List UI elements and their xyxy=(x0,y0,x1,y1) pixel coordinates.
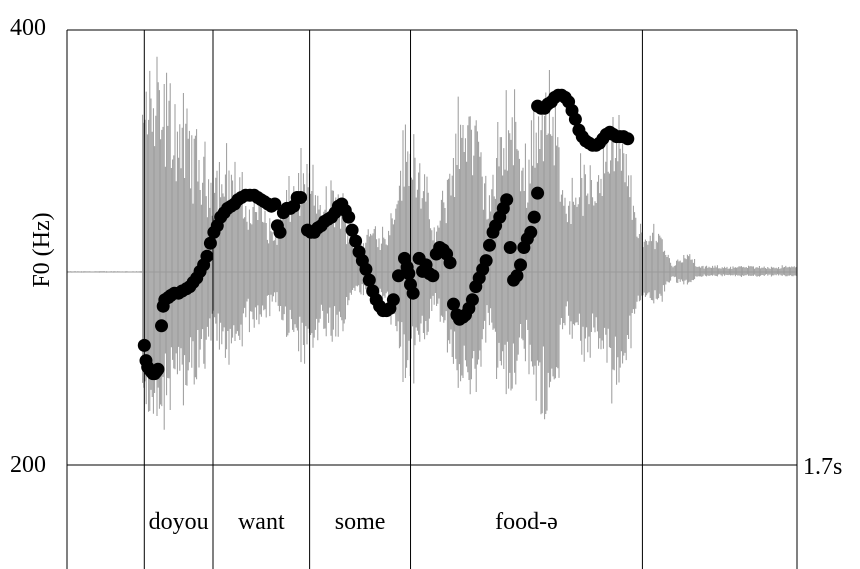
f0-point xyxy=(200,249,214,263)
f0-point xyxy=(510,269,524,283)
f0-point xyxy=(443,256,457,270)
f0-point xyxy=(621,132,635,146)
f0-point xyxy=(349,234,363,248)
y-tick-400: 400 xyxy=(10,15,46,41)
f0-point xyxy=(500,193,514,207)
y-tick-200: 200 xyxy=(10,452,46,478)
f0-point xyxy=(503,241,517,254)
word-label: food-ə xyxy=(495,509,558,535)
f0-point xyxy=(137,338,151,352)
f0-point xyxy=(359,262,373,276)
f0-point xyxy=(362,273,376,287)
word-label: some xyxy=(334,509,386,535)
f0-point xyxy=(447,297,460,311)
f0-point xyxy=(527,210,541,224)
f0-point xyxy=(465,293,479,307)
plot-frame xyxy=(66,29,798,569)
word-label: doyou xyxy=(148,509,209,535)
f0-points xyxy=(137,88,635,381)
waveform-trace xyxy=(66,56,798,430)
waveform xyxy=(66,56,798,430)
f0-point xyxy=(294,191,308,204)
f0-point xyxy=(514,258,527,272)
word-label: want xyxy=(237,509,285,535)
f0-point xyxy=(345,223,359,237)
f0-point xyxy=(479,254,493,268)
f0-point xyxy=(203,236,217,250)
f0-point xyxy=(342,210,356,224)
f0-point xyxy=(406,286,420,300)
f0-point xyxy=(568,112,582,126)
f0-point xyxy=(155,319,168,333)
f0-point xyxy=(273,225,287,239)
y-axis-label: F0 (Hz) xyxy=(29,212,55,288)
f0-point xyxy=(426,269,440,283)
f0-point xyxy=(392,269,405,283)
f0-point xyxy=(483,238,496,252)
f0-point xyxy=(524,225,538,239)
f0-point xyxy=(402,267,416,281)
x-end-label: 1.7s xyxy=(803,454,843,480)
f0-point xyxy=(268,197,282,211)
f0-point xyxy=(386,293,400,307)
f0-point xyxy=(151,362,165,376)
f0-point xyxy=(531,186,545,200)
